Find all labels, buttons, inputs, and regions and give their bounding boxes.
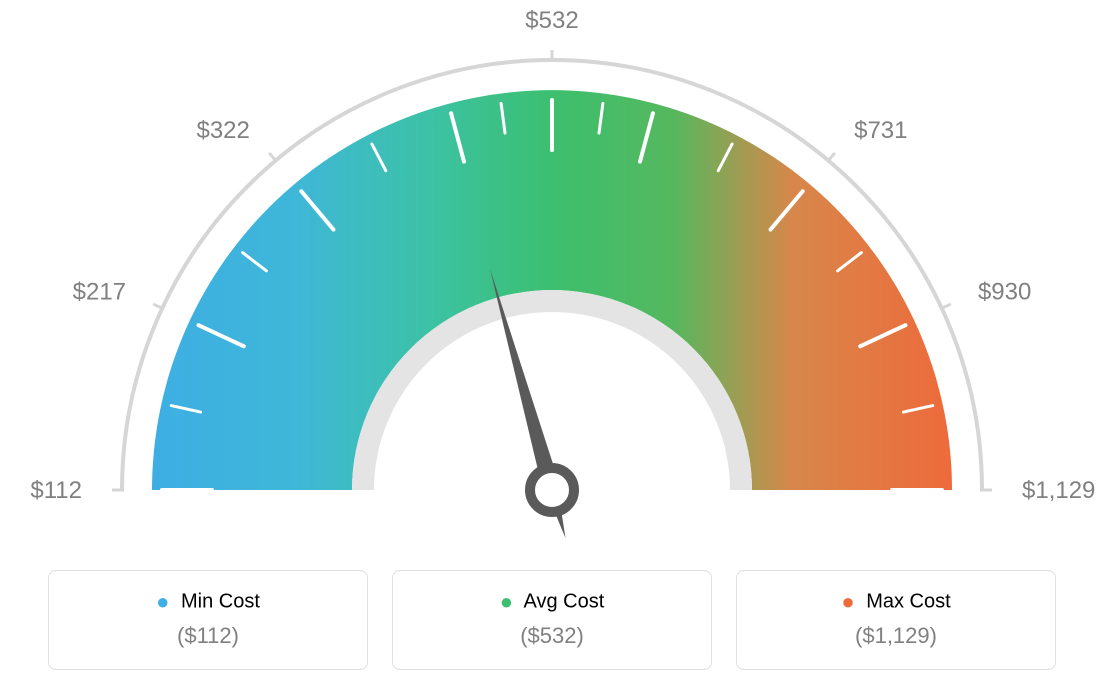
legend-title-avg-text: Avg Cost (523, 590, 604, 612)
legend-card-avg: ● Avg Cost ($532) (392, 570, 712, 670)
svg-text:$322: $322 (196, 117, 249, 144)
svg-text:$930: $930 (978, 278, 1031, 305)
svg-text:$532: $532 (525, 7, 578, 34)
legend-title-avg: ● Avg Cost (417, 589, 687, 615)
legend-title-min-text: Min Cost (181, 590, 260, 612)
svg-text:$731: $731 (854, 117, 907, 144)
legend-title-min: ● Min Cost (73, 589, 343, 615)
bullet-max: ● (841, 589, 854, 614)
legend-row: ● Min Cost ($112) ● Avg Cost ($532) ● Ma… (0, 570, 1104, 670)
legend-value-avg: ($532) (417, 623, 687, 649)
svg-text:$1,129: $1,129 (1022, 477, 1095, 504)
bullet-avg: ● (500, 589, 513, 614)
legend-card-min: ● Min Cost ($112) (48, 570, 368, 670)
svg-text:$217: $217 (73, 278, 126, 305)
legend-value-max: ($1,129) (761, 623, 1031, 649)
svg-text:$112: $112 (30, 477, 82, 504)
legend-card-max: ● Max Cost ($1,129) (736, 570, 1056, 670)
gauge-chart: $112 $217 $322 $532 $731 $930 $1,129 (0, 0, 1104, 560)
gauge-svg: $112 $217 $322 $532 $731 $930 $1,129 (0, 0, 1104, 560)
legend-title-max-text: Max Cost (866, 590, 950, 612)
bullet-min: ● (156, 589, 169, 614)
legend-title-max: ● Max Cost (761, 589, 1031, 615)
legend-value-min: ($112) (73, 623, 343, 649)
